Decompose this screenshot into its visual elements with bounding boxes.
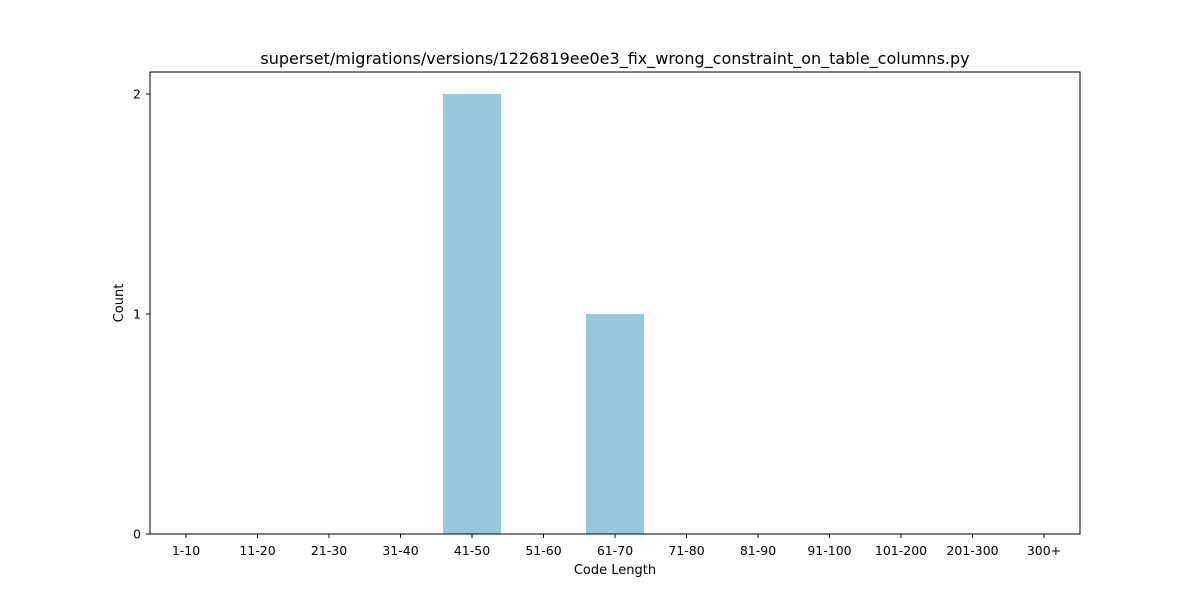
bar-41-50 [443,94,501,534]
chart-title: superset/migrations/versions/1226819ee0e… [260,49,969,69]
x-tick-label: 201-300 [946,543,998,558]
x-tick-label: 31-40 [382,543,418,558]
x-tick-label: 11-20 [239,543,275,558]
x-tick-label: 51-60 [525,543,561,558]
x-tick-label: 1-10 [172,543,200,558]
bar-61-70 [586,314,644,534]
x-tick-label: 91-100 [807,543,851,558]
x-tick-label: 61-70 [597,543,633,558]
y-tick-label: 2 [133,87,141,102]
bars-layer [443,94,644,534]
y-tick-label: 0 [133,527,141,542]
x-tick-label: 21-30 [311,543,347,558]
y-axis: 0 1 2 [133,87,150,542]
x-axis: 1-10 11-20 21-30 31-40 41-50 51-60 61-70 71-80 8… [172,534,1061,558]
x-tick-label: 41-50 [454,543,490,558]
x-tick-label: 71-80 [668,543,704,558]
x-axis-label: Code Length [574,563,656,578]
x-tick-label: 101-200 [875,543,927,558]
x-tick-label: 300+ [1027,543,1061,558]
x-tick-label: 81-90 [740,543,776,558]
y-axis-label: Count [112,284,127,323]
y-tick-label: 1 [133,307,141,322]
